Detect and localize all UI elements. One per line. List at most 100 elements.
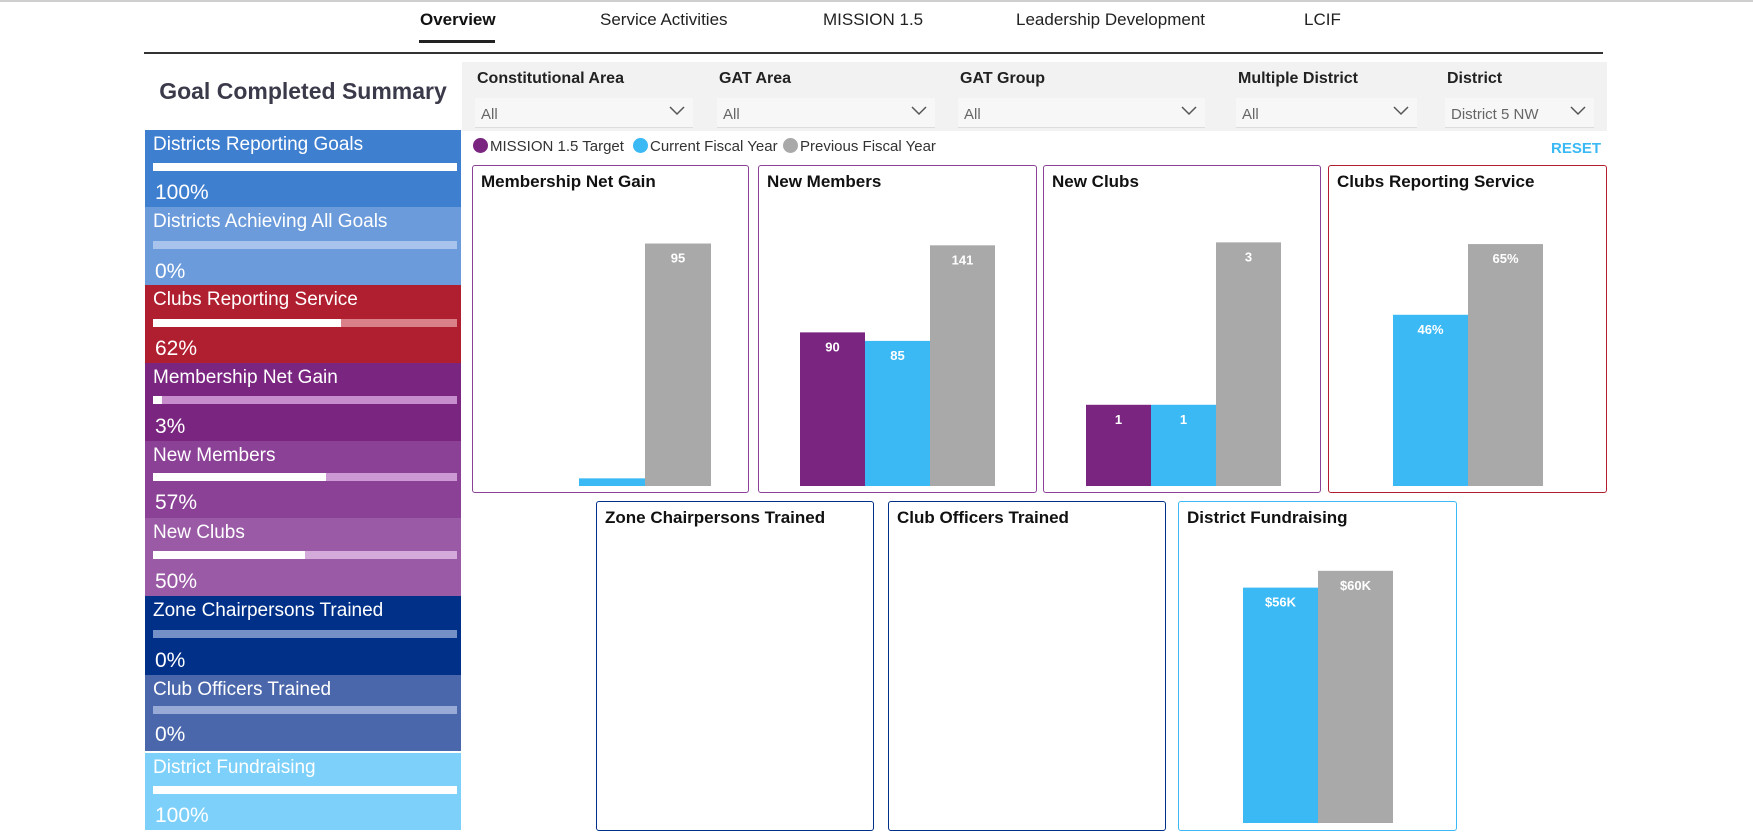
goal-progress-track bbox=[153, 319, 457, 327]
chevron-down-icon bbox=[1181, 106, 1197, 116]
chart-zone-chairpersons-trained[interactable]: Zone Chairpersons Trained bbox=[596, 501, 874, 831]
filter-label: Multiple District bbox=[1238, 70, 1359, 87]
goal-percent: 0% bbox=[155, 649, 186, 672]
goal-percent: 0% bbox=[155, 260, 186, 283]
goal-progress-fill bbox=[153, 163, 457, 171]
goal-label: Zone Chairpersons Trained bbox=[153, 600, 384, 621]
goal-progress-fill bbox=[153, 786, 457, 794]
chart-plot: 95 bbox=[579, 243, 711, 486]
goal-club-officers-trained[interactable]: Club Officers Trained 0% bbox=[145, 675, 461, 751]
bar-previous-fiscal-year[interactable] bbox=[930, 245, 995, 486]
dropdown-value: All bbox=[964, 106, 981, 123]
chevron-down-icon bbox=[1393, 106, 1409, 116]
bar-mission-1-5-target[interactable] bbox=[1086, 404, 1151, 486]
bar-previous-fiscal-year[interactable] bbox=[1468, 244, 1543, 486]
bar-previous-fiscal-year[interactable] bbox=[645, 243, 711, 486]
chevron-down-icon bbox=[1570, 106, 1586, 116]
goal-progress-fill bbox=[153, 473, 327, 481]
tab-service-activities[interactable]: Service Activities bbox=[600, 10, 728, 29]
chart-title: Clubs Reporting Service bbox=[1337, 172, 1535, 191]
bar-mission-1-5-target[interactable] bbox=[800, 332, 865, 486]
multiple-district-dropdown[interactable]: All bbox=[1236, 98, 1417, 128]
legend-swatch bbox=[473, 138, 488, 153]
chart-new-clubs[interactable]: New Clubs 1 1 3 bbox=[1043, 165, 1321, 493]
bar-current-fiscal-year[interactable] bbox=[1393, 314, 1468, 486]
goal-progress-fill bbox=[153, 551, 305, 559]
data-label: $60K bbox=[1340, 578, 1372, 593]
goal-progress-track bbox=[153, 630, 457, 638]
dropdown-value: All bbox=[723, 106, 740, 123]
gat-area-dropdown[interactable]: All bbox=[717, 98, 935, 128]
bar-previous-fiscal-year[interactable] bbox=[1318, 570, 1393, 823]
goal-label: Membership Net Gain bbox=[153, 367, 338, 388]
goal-new-clubs[interactable]: New Clubs 50% bbox=[145, 518, 461, 596]
goal-percent: 50% bbox=[155, 570, 198, 593]
chart-plot: 1 1 3 bbox=[1086, 242, 1281, 486]
chart-title: Membership Net Gain bbox=[481, 172, 656, 191]
data-label: 95 bbox=[671, 251, 685, 266]
goal-label: New Clubs bbox=[153, 522, 245, 543]
data-label: 1 bbox=[1180, 412, 1187, 427]
data-label: 3 bbox=[1245, 249, 1252, 264]
goal-district-fundraising[interactable]: District Fundraising 100% bbox=[145, 753, 461, 830]
tab-lcif[interactable]: LCIF bbox=[1304, 10, 1341, 29]
legend-label: MISSION 1.5 Target bbox=[490, 138, 624, 155]
goal-label: District Fundraising bbox=[153, 757, 316, 778]
chart-plot: 90 85 141 bbox=[800, 245, 995, 486]
goal-progress-track bbox=[153, 551, 457, 559]
goal-progress-fill bbox=[153, 396, 163, 404]
goal-membership-net-gain[interactable]: Membership Net Gain 3% bbox=[145, 363, 461, 441]
data-label: 85 bbox=[890, 348, 904, 363]
legend-item-target: MISSION 1.5 Target bbox=[473, 138, 624, 155]
filter-label: GAT Area bbox=[719, 70, 792, 87]
goal-percent: 57% bbox=[155, 491, 198, 514]
tab-bar: Overview Service Activities MISSION 1.5 … bbox=[144, 0, 1603, 54]
district-dropdown[interactable]: District 5 NW bbox=[1445, 98, 1594, 128]
goal-progress-track bbox=[153, 396, 457, 404]
goal-new-members[interactable]: New Members 57% bbox=[145, 441, 461, 518]
tab-mission-1-5[interactable]: MISSION 1.5 bbox=[823, 10, 924, 29]
data-label: 1 bbox=[1115, 412, 1122, 427]
goal-label: Districts Achieving All Goals bbox=[153, 211, 388, 232]
bar-previous-fiscal-year[interactable] bbox=[1216, 242, 1281, 486]
chart-membership-net-gain[interactable]: Membership Net Gain 95 bbox=[472, 165, 749, 493]
data-label: 141 bbox=[952, 252, 974, 267]
active-tab-indicator bbox=[419, 40, 495, 43]
reset-button[interactable]: RESET bbox=[1551, 140, 1602, 157]
chart-title: District Fundraising bbox=[1187, 508, 1348, 527]
goal-clubs-reporting-service[interactable]: Clubs Reporting Service 62% bbox=[145, 285, 461, 363]
goal-districts-achieving-all-goals[interactable]: Districts Achieving All Goals 0% bbox=[145, 207, 461, 285]
data-label: 65% bbox=[1492, 251, 1518, 266]
legend-item-previous: Previous Fiscal Year bbox=[783, 138, 936, 155]
goal-progress-track bbox=[153, 163, 457, 171]
data-label: $56K bbox=[1265, 595, 1297, 610]
bar-current-fiscal-year[interactable] bbox=[579, 478, 645, 486]
chart-new-members[interactable]: New Members 90 85 141 bbox=[758, 165, 1037, 493]
tab-leadership-development[interactable]: Leadership Development bbox=[1016, 10, 1206, 29]
gat-group-dropdown[interactable]: All bbox=[958, 98, 1205, 128]
constitutional-area-dropdown[interactable]: All bbox=[475, 98, 693, 128]
dropdown-value: District 5 NW bbox=[1451, 106, 1539, 123]
chart-plot: $56K $60K bbox=[1243, 570, 1393, 823]
goal-percent: 62% bbox=[155, 337, 198, 360]
goal-zone-chairpersons-trained[interactable]: Zone Chairpersons Trained 0% bbox=[145, 596, 461, 675]
bar-current-fiscal-year[interactable] bbox=[1243, 587, 1318, 823]
chart-clubs-reporting-service[interactable]: Clubs Reporting Service 46% 65% bbox=[1328, 165, 1607, 493]
goal-districts-reporting-goals[interactable]: Districts Reporting Goals 100% bbox=[145, 130, 461, 207]
legend-swatch bbox=[783, 138, 798, 153]
goal-label: Clubs Reporting Service bbox=[153, 289, 358, 310]
filter-bar: Constitutional Area All GAT Area All GAT… bbox=[462, 62, 1607, 131]
goal-percent: 100% bbox=[155, 181, 209, 204]
chevron-down-icon bbox=[669, 106, 685, 116]
filter-label: GAT Group bbox=[960, 70, 1046, 87]
chart-district-fundraising[interactable]: District Fundraising $56K $60K bbox=[1178, 501, 1457, 831]
chevron-down-icon bbox=[911, 106, 927, 116]
data-label: 90 bbox=[825, 339, 839, 354]
bar-current-fiscal-year[interactable] bbox=[1151, 404, 1216, 486]
filter-label: Constitutional Area bbox=[477, 70, 624, 87]
chart-club-officers-trained[interactable]: Club Officers Trained bbox=[888, 501, 1166, 831]
legend-swatch bbox=[633, 138, 648, 153]
tab-overview[interactable]: Overview bbox=[420, 10, 496, 29]
legend-label: Previous Fiscal Year bbox=[800, 138, 936, 155]
bar-current-fiscal-year[interactable] bbox=[865, 340, 930, 486]
